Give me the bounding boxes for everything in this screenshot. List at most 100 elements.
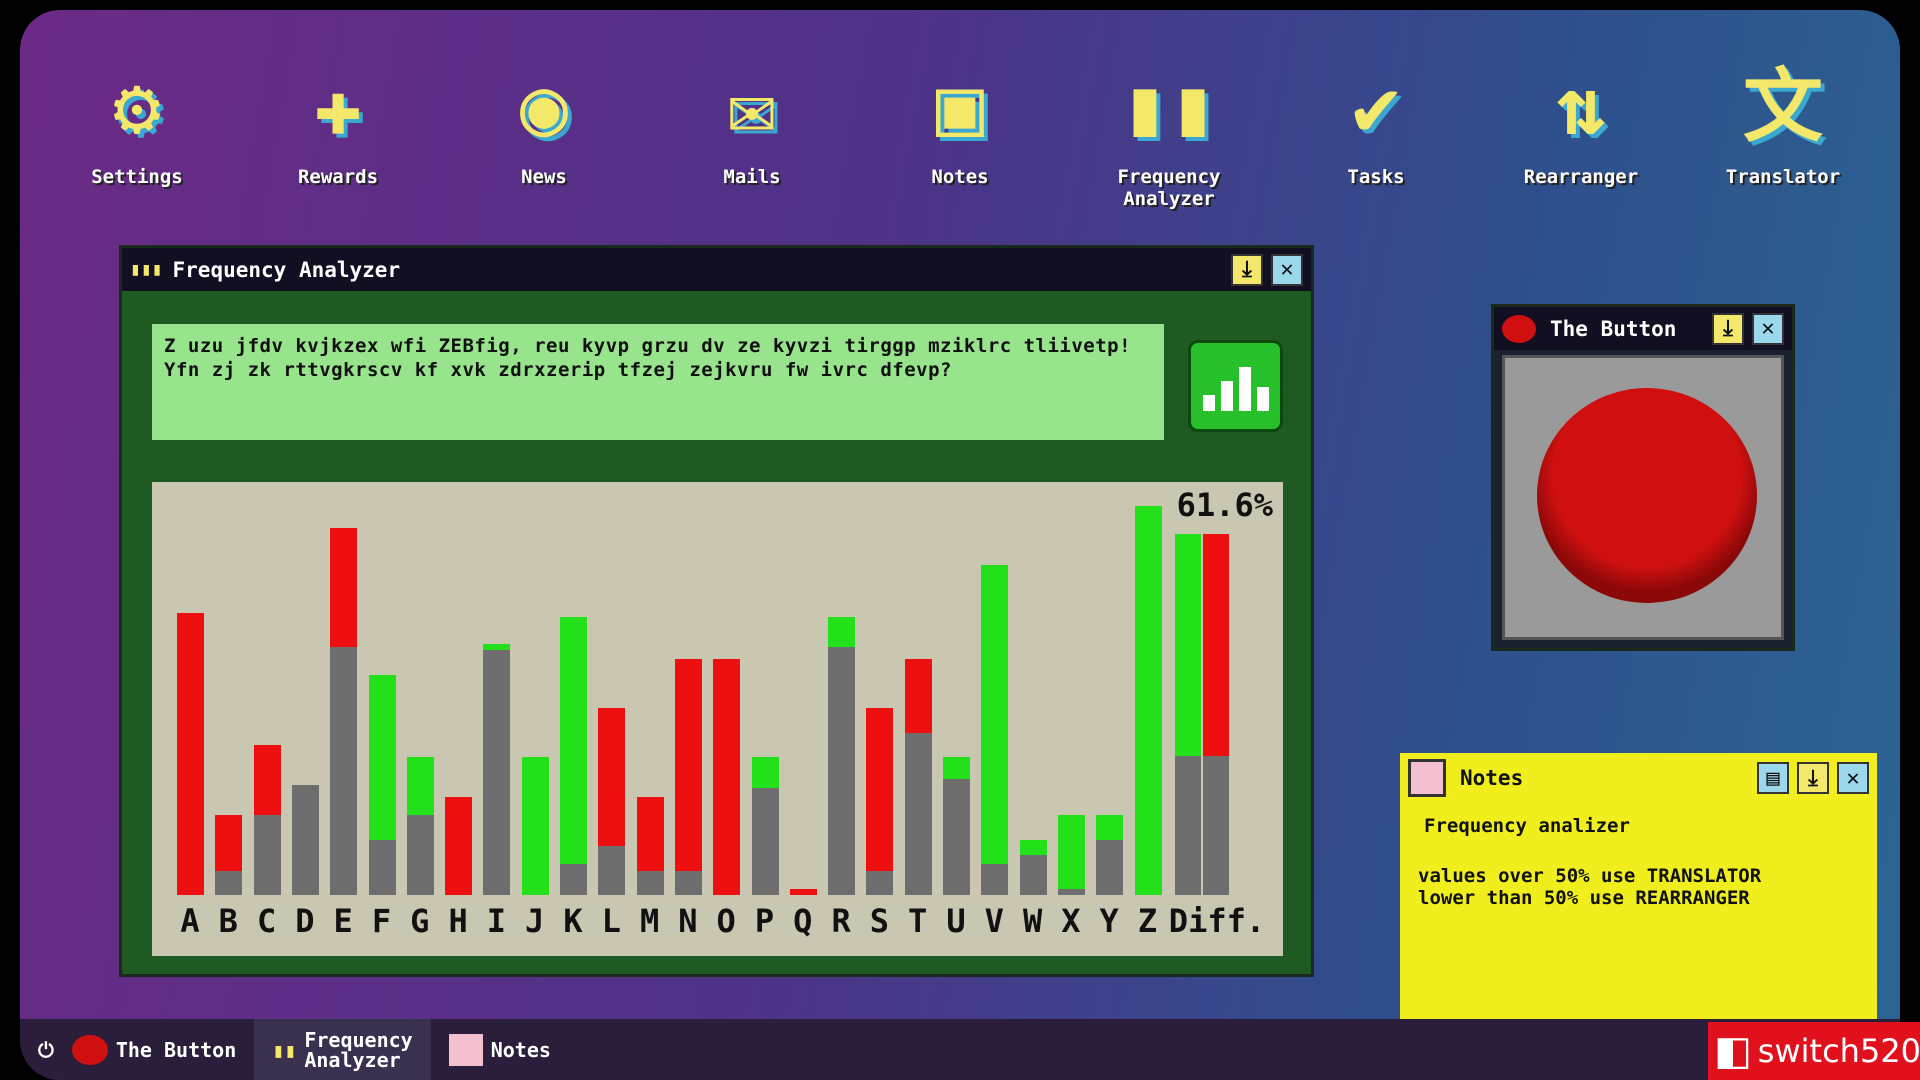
bar-W [1019,839,1047,895]
gear-icon: ⚙ [112,60,162,153]
tick-label: S [869,902,890,940]
bar-Z [1134,506,1162,895]
button-panel [1502,355,1784,640]
power-button[interactable]: ⏻ [38,1037,54,1062]
notes-icon [448,1033,483,1066]
tick-label: K [563,902,583,940]
cipher-text-input[interactable]: Z uzu jfdv kvjkzex wfi ZEBfig, reu kyvp … [152,324,1164,440]
diff-percent-label: 61.6% [1176,486,1273,524]
desktop-icon-news[interactable]: ◉ News [469,52,619,189]
close-button[interactable]: ✕ [1271,253,1303,286]
minimize-button[interactable]: ⤓ [1231,253,1263,286]
tick-label: I [486,902,507,940]
tick-label: D [295,902,315,940]
window-title: The Button [1550,316,1677,341]
tick-label: W [1022,902,1043,940]
bar-X [1057,815,1085,895]
rewards-icon: ✚ [313,60,363,153]
news-icon: ◉ [519,60,569,153]
bar-K [560,616,587,895]
desktop: ⚙ Settings ✚ Rewards ◉ News ✉ Mails ▣ Notes ▮▮ Freq… [20,10,1900,1080]
tick-label: H [448,902,468,940]
bar-D [291,784,319,895]
tick-label: G [410,902,430,940]
frequency-analyzer-window: ▮▮▮ Frequency Analyzer ⤓ ✕ Z uzu jfdv kv… [119,245,1314,977]
tick-label: N [678,902,698,940]
tick-label: C [256,902,277,940]
tick-label: Q [793,902,813,940]
tick-label: B [218,902,238,940]
desktop-icon-mails[interactable]: ✉ Mails [677,52,827,189]
minimize-button[interactable]: ⤓ [1712,312,1744,345]
switch-logo-icon: ◧ [1714,1028,1752,1074]
notes-window: Notes ▤ ⤓ ✕ Frequency analizer values ov… [1400,753,1877,1043]
taskbar-item-frequency-analyzer[interactable]: ▮▮ Frequency Analyzer [254,1019,431,1080]
save-icon[interactable]: ▤ [1757,762,1789,794]
diff-bar-green [1174,533,1201,895]
desktop-icon-settings[interactable]: ⚙ Settings [62,52,212,189]
tick-label: T [908,902,928,940]
bar-E [330,527,358,895]
taskbar-item-notes[interactable]: Notes [431,1019,569,1080]
title-bar[interactable]: ▮▮▮ Frequency Analyzer ⤓ ✕ [122,248,1311,291]
bar-S [866,708,894,895]
close-button[interactable]: ✕ [1837,762,1869,794]
tick-label: O [716,902,736,940]
bar-R [828,616,856,895]
bar-A [177,613,204,895]
tasks-icon: ✔ [1351,60,1401,153]
tick-label: V [984,902,1004,940]
desktop-icon-rewards[interactable]: ✚ Rewards [263,52,413,189]
title-bar[interactable]: The Button ⤓ ✕ [1494,307,1792,350]
analyze-button[interactable] [1188,340,1283,432]
frequency-analyzer-icon: ▮▮ [272,1037,297,1062]
translator-icon: 文 [1743,60,1823,153]
bar-B [215,815,243,895]
rearranger-icon: ⇅ [1556,60,1606,153]
desktop-icon-rearranger[interactable]: ⇅ Rearranger [1506,52,1656,189]
bar-U [943,757,970,895]
tick-label: M [639,902,660,940]
desktop-icon-frequency-analyzer[interactable]: ▮▮ Frequency Analyzer [1094,52,1244,211]
red-button-icon [71,1034,108,1065]
minimize-button[interactable]: ⤓ [1797,762,1829,794]
window-title: Notes [1460,766,1524,790]
taskbar-item-the-button[interactable]: The Button [54,1019,254,1080]
big-red-button[interactable] [1537,388,1757,603]
notes-heading: Frequency analizer [1424,815,1630,837]
desktop-icon-notes[interactable]: ▣ Notes [885,52,1035,189]
bar-Q [789,888,817,895]
bar-F [368,674,396,895]
frequency-analyzer-icon: ▮▮▮ [130,259,163,280]
tick-label: U [946,902,966,940]
bar-P [751,757,779,895]
tick-label: Y [1099,902,1119,940]
close-button[interactable]: ✕ [1752,312,1784,345]
bar-H [445,797,473,895]
bar-I [483,644,511,895]
mail-icon: ✉ [727,60,777,153]
taskbar: ⏻ The Button ▮▮ Frequency Analyzer Notes [20,1019,1900,1080]
desktop-icon-tasks[interactable]: ✔ Tasks [1301,52,1451,189]
desktop-icon-translator[interactable]: 文 Translator [1708,52,1858,189]
the-button-window: The Button ⤓ ✕ [1491,304,1795,651]
tick-label: R [831,902,851,940]
red-button-icon [1502,314,1536,343]
bar-L [598,708,626,895]
bar-G [406,757,434,895]
diff-label: Diff. [1168,902,1266,940]
notes-line: lower than 50% use REARRANGER [1418,887,1750,909]
frequency-chart: 61.6% A B C D E F G H I J K L M N O P Q R S T U V W X Y Z Diff. [152,482,1283,956]
watermark: ◧ switch520 [1708,1022,1920,1080]
tick-label: J [525,902,545,940]
bar-M [636,797,664,895]
frequency-analyzer-icon: ▮▮ [1120,60,1218,153]
window-title: Frequency Analyzer [172,257,401,282]
tick-label: Z [1137,902,1158,940]
bar-T [904,659,932,895]
tick-label: F [371,902,392,940]
bar-N [674,659,702,895]
title-bar[interactable]: Notes ▤ ⤓ ✕ [1400,753,1877,803]
bar-C [253,745,281,895]
bar-J [521,757,549,895]
